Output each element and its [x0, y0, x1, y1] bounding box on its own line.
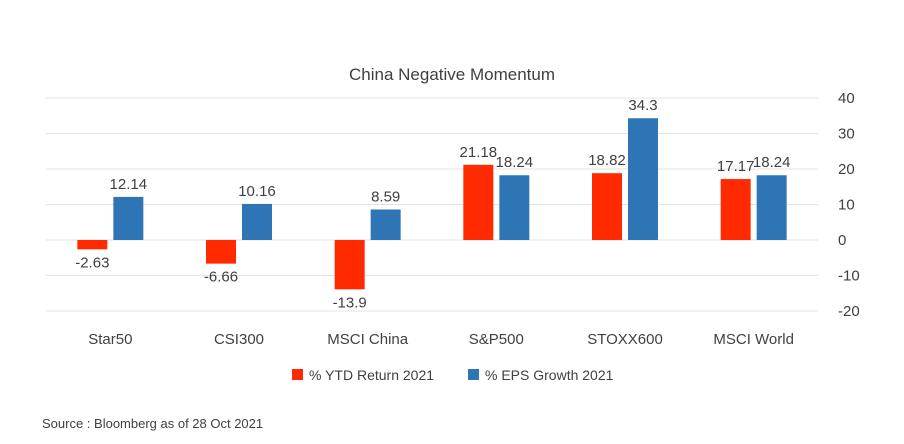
legend-label: % EPS Growth 2021 [485, 367, 614, 383]
eps-growth-bar-5 [756, 175, 787, 240]
data-label: 18.82 [588, 152, 626, 169]
data-label: 21.18 [460, 144, 498, 161]
y-tick-label: 40 [838, 90, 855, 107]
legend-swatch [292, 369, 303, 380]
x-tick-label: STOXX600 [587, 331, 663, 348]
eps-growth-bar-2 [370, 209, 401, 240]
x-axis-ticks: Star50 CSI300 MSCI China S&P500 STOXX600 MSCI… [88, 331, 794, 348]
data-label: 12.14 [110, 176, 148, 193]
data-label: 18.24 [496, 154, 534, 171]
x-tick-label: Star50 [88, 331, 132, 348]
eps-growth-bar-0 [113, 196, 144, 240]
x-tick-label: CSI300 [214, 331, 264, 348]
y-tick-label: 20 [838, 161, 855, 178]
data-label: -6.66 [204, 269, 238, 286]
legend: % YTD Return 2021 % EPS Growth 2021 [292, 367, 614, 383]
y-tick-label: 0 [838, 232, 846, 249]
ytd-return-bar-5 [720, 179, 751, 240]
eps-growth-bar-1 [242, 203, 272, 240]
data-label: -2.63 [75, 254, 109, 271]
legend-label: % YTD Return 2021 [309, 367, 434, 383]
x-tick-label: S&P500 [469, 331, 524, 348]
source-note: Source : Bloomberg as of 28 Oct 2021 [42, 416, 264, 431]
y-tick-label: 10 [838, 197, 855, 214]
chart-title: China Negative Momentum [349, 65, 555, 84]
eps-growth-bar-4 [628, 118, 658, 240]
ytd-return-bar-1 [206, 240, 236, 264]
data-label: 18.24 [753, 154, 791, 171]
data-label: -13.9 [333, 294, 367, 311]
data-label: 34.3 [628, 97, 657, 114]
data-label: 17.17 [717, 158, 755, 175]
eps-growth-bar-3 [499, 175, 530, 240]
gridlines [46, 97, 818, 312]
x-tick-label: MSCI China [327, 331, 409, 348]
y-axis-ticks: 40 30 20 10 0 -10 -20 [838, 90, 860, 320]
y-tick-label: 30 [838, 126, 855, 143]
x-tick-label: MSCI World [713, 331, 794, 348]
data-label: 10.16 [238, 183, 276, 200]
y-tick-label: -10 [838, 268, 860, 285]
data-label: 8.59 [371, 189, 400, 206]
ytd-return-bar-3 [463, 164, 494, 240]
ytd-return-bar-2 [334, 240, 365, 290]
y-tick-label: -20 [838, 303, 860, 320]
legend-swatch [468, 369, 479, 380]
ytd-return-bar-4 [592, 173, 622, 240]
ytd-return-bar-0 [77, 240, 108, 250]
